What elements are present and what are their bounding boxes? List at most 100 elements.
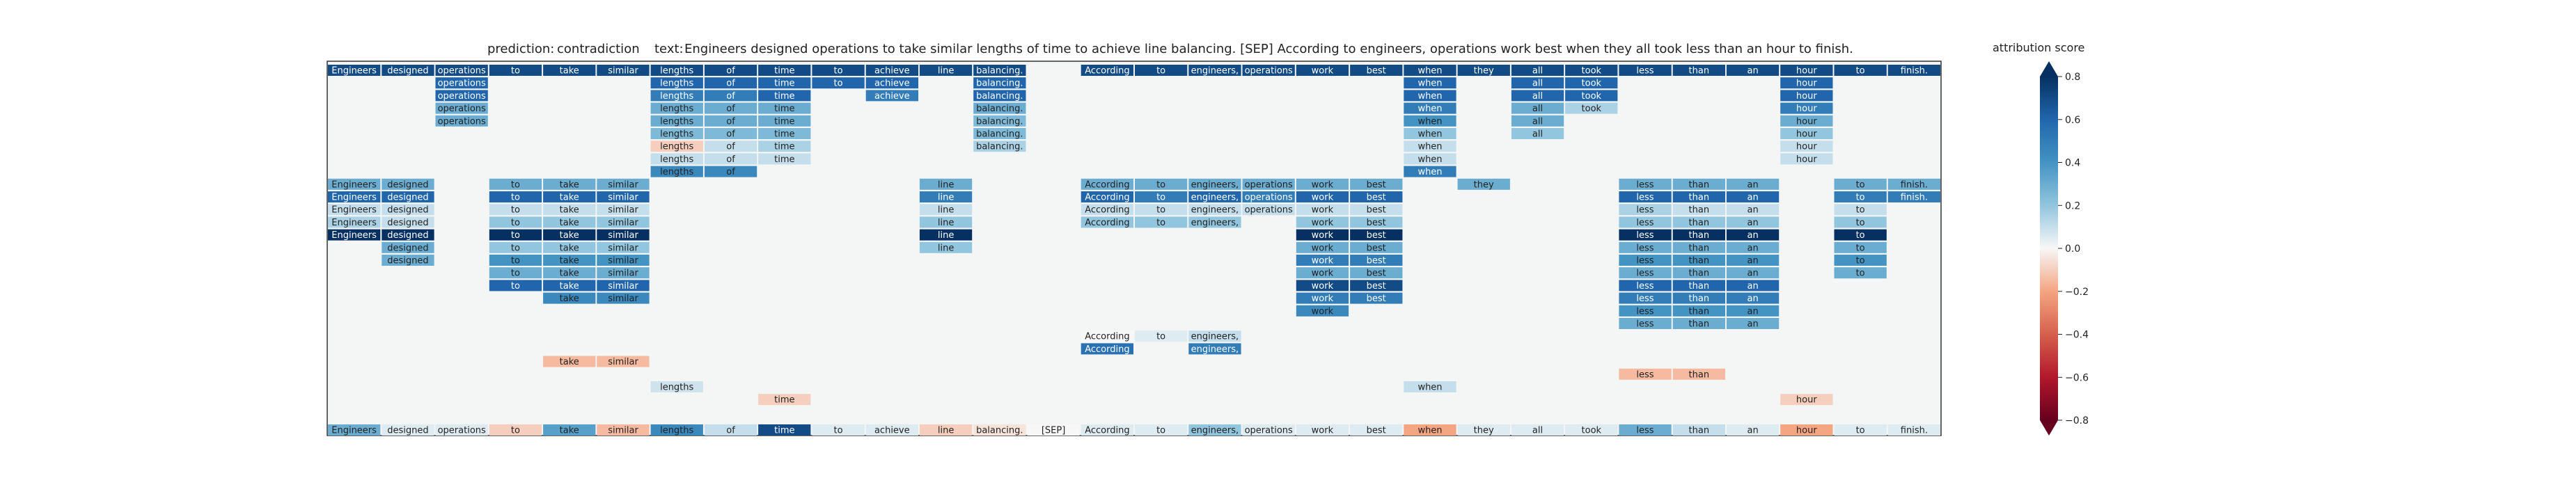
layer-14-cell: to bbox=[489, 229, 542, 241]
layer-2-cell: to bbox=[812, 77, 865, 89]
layer-3-cell: lengths bbox=[650, 90, 703, 102]
heatmap-cell bbox=[597, 292, 650, 304]
token-label: operations bbox=[438, 66, 486, 77]
layer-22-cell: to bbox=[1135, 330, 1188, 342]
token-label: of bbox=[726, 167, 735, 177]
colorbar-tick-label: 0.4 bbox=[2065, 158, 2080, 169]
heatmap-cell bbox=[1135, 204, 1188, 216]
colorbar-gradient bbox=[2040, 77, 2058, 420]
heatmap-cell bbox=[1296, 204, 1349, 216]
heatmap-cell bbox=[1619, 292, 1672, 304]
token-label: to bbox=[1856, 256, 1865, 266]
layer-17-cell: take bbox=[543, 267, 596, 279]
heatmap-cell bbox=[973, 77, 1026, 89]
heatmap-cell bbox=[1726, 204, 1780, 216]
token-label: an bbox=[1747, 205, 1758, 216]
layer-15-cell: work bbox=[1296, 241, 1349, 253]
heatmap-cell bbox=[1081, 65, 1133, 76]
token-label: time bbox=[774, 79, 794, 89]
token-label: finish. bbox=[1901, 426, 1928, 436]
token-label: to bbox=[1156, 193, 1165, 203]
heatmap-cell bbox=[1404, 153, 1456, 165]
layer-3-cell: operations bbox=[435, 90, 488, 102]
layer-15-cell: take bbox=[543, 241, 596, 253]
token-label: take bbox=[560, 230, 579, 241]
heatmap-cell bbox=[1672, 65, 1725, 76]
token-label: line bbox=[938, 205, 954, 216]
layer-11-cell: engineers, bbox=[1188, 191, 1241, 203]
token-label: an bbox=[1747, 306, 1758, 317]
heatmap-cell bbox=[1834, 241, 1887, 253]
heatmap-cell bbox=[1834, 191, 1887, 202]
layer-21-cell: than bbox=[1672, 318, 1725, 330]
layer-10-cell: than bbox=[1672, 178, 1725, 190]
summary-cell: operations bbox=[1242, 424, 1295, 436]
token-label: to bbox=[511, 193, 520, 203]
layer-2-cell: all bbox=[1511, 77, 1564, 89]
heatmap-cell bbox=[1135, 65, 1188, 76]
layer-11-cell: an bbox=[1726, 191, 1780, 203]
token-label: operations bbox=[1245, 205, 1293, 216]
layer-10-cell: to bbox=[489, 178, 542, 190]
heatmap-cell bbox=[919, 204, 973, 216]
heatmap-cell bbox=[543, 204, 596, 216]
heatmap-cell bbox=[1296, 267, 1349, 279]
heatmap-cell bbox=[597, 65, 650, 76]
heatmap-cell bbox=[865, 77, 918, 89]
layer-11-cell: best bbox=[1350, 191, 1403, 203]
heatmap-cell bbox=[489, 204, 542, 216]
token-label: when bbox=[1417, 142, 1442, 152]
heatmap-cell bbox=[597, 191, 650, 202]
token-label: to bbox=[833, 66, 842, 77]
summary-cell: designed bbox=[382, 424, 434, 436]
token-label: According bbox=[1085, 344, 1129, 355]
layer-14-cell: an bbox=[1726, 229, 1780, 241]
token-label: balancing. bbox=[976, 66, 1023, 77]
layer-16-cell: an bbox=[1726, 255, 1780, 266]
heatmap-cell bbox=[1350, 65, 1403, 76]
token-label: time bbox=[774, 426, 794, 436]
token-label: best bbox=[1367, 269, 1386, 279]
heatmap-cell bbox=[1296, 65, 1349, 76]
summary-cell: took bbox=[1565, 424, 1618, 436]
summary-cell: take bbox=[543, 424, 596, 436]
layer-15-cell: line bbox=[919, 241, 973, 253]
heatmap-cell bbox=[1188, 65, 1241, 76]
token-label: similar bbox=[608, 269, 638, 279]
heatmap-cell bbox=[1188, 330, 1241, 342]
heatmap-cell bbox=[1780, 77, 1833, 89]
summary-cell: According bbox=[1081, 424, 1133, 436]
layer-25-cell: less bbox=[1619, 368, 1672, 380]
token-label: took bbox=[1582, 91, 1602, 102]
heatmap-cell bbox=[328, 216, 381, 228]
token-label: similar bbox=[608, 205, 638, 216]
token-label: lengths bbox=[660, 142, 693, 152]
token-label: Engineers bbox=[331, 66, 377, 77]
token-label: best bbox=[1367, 179, 1386, 190]
token-label: take bbox=[560, 243, 579, 253]
heatmap-cell bbox=[1672, 318, 1725, 329]
layer-12-cell: than bbox=[1672, 204, 1725, 216]
token-label: operations bbox=[1245, 193, 1293, 203]
heatmap-cell bbox=[704, 424, 757, 436]
token-label: of bbox=[726, 129, 735, 140]
heatmap-cell bbox=[1726, 280, 1780, 292]
layer-22-cell: engineers, bbox=[1188, 330, 1241, 342]
token-label: of bbox=[726, 116, 735, 127]
token-label: to bbox=[1156, 179, 1165, 190]
prediction-label: prediction: bbox=[487, 42, 554, 56]
layer-17-cell: best bbox=[1350, 267, 1403, 279]
layer-17-cell: than bbox=[1672, 267, 1725, 279]
heatmap-cell bbox=[489, 191, 542, 202]
heatmap-cell bbox=[704, 102, 757, 114]
layer-16-cell: take bbox=[543, 255, 596, 266]
heatmap-cell bbox=[382, 229, 434, 241]
token-label: than bbox=[1689, 256, 1710, 266]
heatmap-cell bbox=[1081, 191, 1133, 202]
layer-3-cell: all bbox=[1511, 90, 1564, 102]
heatmap-cell bbox=[1404, 90, 1456, 102]
heatmap-cell bbox=[704, 128, 757, 139]
summary-row: Engineers designed operations to take similar… bbox=[328, 424, 1940, 436]
token-label: time bbox=[774, 154, 794, 165]
